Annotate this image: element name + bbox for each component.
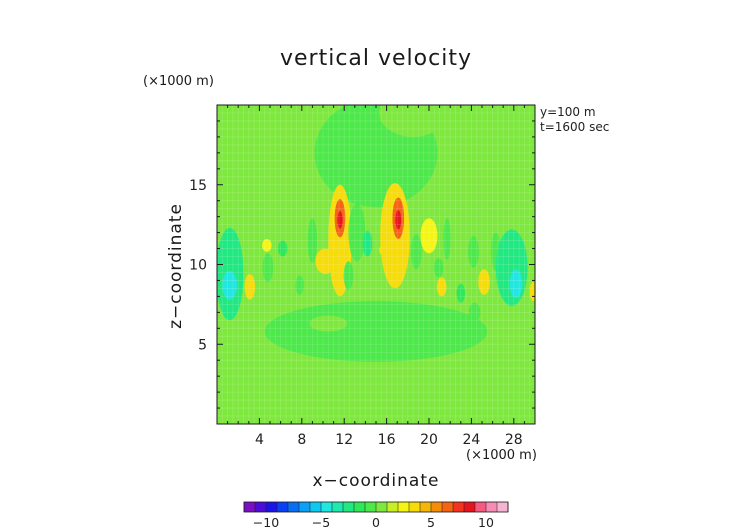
x-unit-label: (×1000 m) [466,448,537,463]
x-tick-label: 28 [505,432,523,448]
velocity-cell [410,234,422,270]
velocity-cell [262,238,272,252]
colorbar-segment [266,502,278,512]
x-tick-label: 16 [378,432,396,448]
colorbar-segment [332,502,344,512]
colorbar-segment [277,502,289,512]
colorbar-tick-label: 0 [372,515,380,530]
colorbar-segment [475,502,487,512]
velocity-cell [348,203,366,262]
colorbar: −10 −5 0 5 10 [243,501,509,530]
colorbar-segment [398,502,410,512]
velocity-cell [468,235,479,268]
colorbar-segment [376,502,388,512]
colorbar-tick-label: −10 [253,515,279,530]
velocity-cell [277,240,288,257]
velocity-cell [337,211,343,229]
colorbar-segment [244,502,256,512]
colorbar-segment [387,502,399,512]
colorbar-segment [486,502,498,512]
velocity-cell [436,277,447,297]
colorbar-segment [310,502,322,512]
chart-title: vertical velocity [279,46,472,71]
velocity-cell [222,270,238,300]
colorbar-segment [365,502,377,512]
velocity-cell [443,218,451,260]
velocity-cell [289,234,304,270]
colorbar-segment [464,502,476,512]
contour-region [480,349,535,420]
velocity-cell [420,218,438,254]
colorbar-segment [321,502,333,512]
annotation-y-position: y=100 m [540,105,596,119]
x-tick-label: 12 [335,432,353,448]
velocity-cell [343,261,354,291]
velocity-cell [295,275,304,295]
velocity-cell [509,269,523,298]
colorbar-segment [354,502,366,512]
colorbar-segment [431,502,443,512]
colorbar-tick-label: 10 [478,515,494,530]
contour-region [379,105,448,137]
contour-region [309,315,348,332]
velocity-cell [362,231,373,257]
x-tick-label: 8 [297,432,306,448]
colorbar-segment [343,502,355,512]
colorbar-segment [288,502,300,512]
velocity-cell [307,218,318,263]
colorbar-tick-label: 5 [427,515,435,530]
x-tick-label: 24 [462,432,480,448]
annotation-time: t=1600 sec [540,120,610,134]
velocity-cell [492,282,500,298]
velocity-cell [244,274,256,300]
velocity-cell [456,283,466,303]
x-tick-label: 20 [420,432,438,448]
colorbar-segment [442,502,454,512]
colorbar-segment [453,502,465,512]
y-tick-label: 15 [189,178,207,194]
colorbar-segment [420,502,432,512]
axis-ticks: 4 8 12 16 20 24 28 5 10 15 [189,104,536,448]
velocity-cell [395,210,402,230]
y-tick-label: 10 [189,258,207,274]
colorbar-tick-label: −5 [312,515,330,530]
y-unit-label: (×1000 m) [143,74,214,89]
velocity-cell [433,258,444,278]
velocity-cell [468,302,481,322]
colorbar-segment [497,502,509,512]
colorbar-segment [299,502,311,512]
velocity-cell [478,269,490,295]
plot-grid [217,105,535,424]
contour-region [217,366,263,424]
x-axis-label: x−coordinate [312,471,440,491]
colorbar-segment [409,502,421,512]
contour-field [217,105,535,424]
y-tick-label: 5 [198,337,207,353]
colorbar-segment [255,502,267,512]
x-tick-label: 4 [255,432,264,448]
velocity-cell [262,253,274,283]
